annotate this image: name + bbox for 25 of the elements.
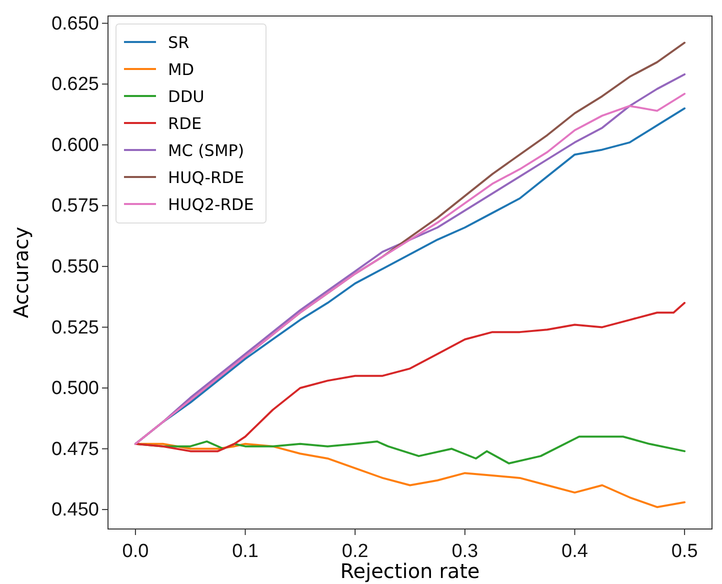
legend-label: MD [168,60,194,79]
x-tick-label: 0.1 [232,541,258,562]
x-axis-title: Rejection rate [340,559,480,583]
y-tick-label: 0.625 [51,74,99,96]
x-tick-label: 0.3 [452,541,478,562]
y-tick-label: 0.650 [51,13,99,34]
legend-label: RDE [168,114,202,133]
legend-label: SR [168,33,190,52]
legend-label: MC (SMP) [168,141,244,160]
legend-label: DDU [168,87,204,106]
y-tick-label: 0.550 [51,256,99,278]
y-tick-label: 0.575 [51,196,99,217]
y-tick-label: 0.475 [51,438,99,460]
y-tick-label: 0.600 [51,134,99,156]
x-tick-label: 0.0 [122,541,149,562]
x-tick-label: 0.4 [562,541,588,562]
legend-label: HUQ2-RDE [168,195,254,214]
legend-label: HUQ-RDE [168,168,244,187]
y-axis-title: Accuracy [9,226,33,318]
x-tick-label: 0.2 [342,541,368,562]
x-tick-label: 0.5 [671,541,698,562]
y-tick-label: 0.525 [51,317,99,338]
y-tick-label: 0.500 [51,378,99,400]
line-series [134,302,686,452]
y-tick-label: 0.450 [51,500,99,521]
